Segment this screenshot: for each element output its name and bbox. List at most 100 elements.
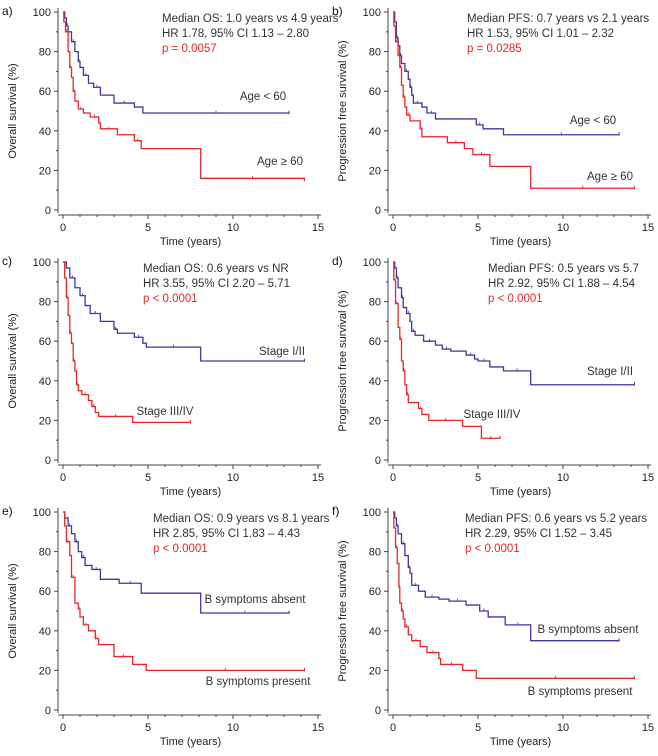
x-tick-label: 10 xyxy=(227,722,239,734)
x-tick-label: 15 xyxy=(642,472,654,484)
y-tick-label: 0 xyxy=(45,455,51,467)
y-tick-label: 60 xyxy=(39,86,51,98)
y-tick-label: 100 xyxy=(363,7,381,19)
y-tick-label: 80 xyxy=(39,547,51,559)
x-tick-label: 5 xyxy=(145,222,151,234)
y-tick-label: 60 xyxy=(369,86,381,98)
y-axis-title: Overall survival (%) xyxy=(7,563,19,658)
x-tick-label: 5 xyxy=(475,722,481,734)
survival-curve-red xyxy=(393,261,501,439)
km-chart: f) 0 20 40 60 80 100 0 5 10 15 Time (years) Progress… xyxy=(332,504,654,748)
series-label: Age < 60 xyxy=(240,91,286,103)
x-axis-title: Time (years) xyxy=(160,236,221,248)
y-tick-label: 40 xyxy=(39,376,51,388)
x-tick-label: 10 xyxy=(227,472,239,484)
y-tick-label: 0 xyxy=(375,205,381,217)
median-text: Median PFS: 0.5 years vs 5.7 xyxy=(488,263,639,275)
series-label: B symptoms present xyxy=(528,686,634,698)
x-axis-title: Time (years) xyxy=(490,736,551,748)
y-tick-label: 80 xyxy=(39,297,51,309)
x-tick-label: 15 xyxy=(312,222,324,234)
series-label: Stage III/IV xyxy=(137,406,194,418)
series-label: Stage I/II xyxy=(259,346,305,358)
km-panel-6: f) 0 20 40 60 80 100 0 5 10 15 Time (years) Progress… xyxy=(330,500,658,752)
x-tick-label: 15 xyxy=(642,722,654,734)
survival-curve-blue xyxy=(393,511,620,642)
series-label: B symptoms absent xyxy=(205,594,307,606)
y-tick-label: 100 xyxy=(33,257,51,269)
y-tick-label: 60 xyxy=(39,586,51,598)
y-tick-label: 0 xyxy=(45,205,51,217)
x-tick-label: 10 xyxy=(557,222,569,234)
series-label: B symptoms present xyxy=(206,676,312,688)
km-chart: b) 0 20 40 60 80 100 0 5 10 15 Time (years) Progress… xyxy=(332,4,654,248)
x-tick-label: 5 xyxy=(145,722,151,734)
x-tick-label: 10 xyxy=(227,222,239,234)
p-value: p < 0.0001 xyxy=(465,543,520,555)
hazard-ratio-text: HR 2.85, 95% CI 1.83 – 4.43 xyxy=(153,528,300,540)
km-panel-5: e) 0 20 40 60 80 100 0 5 10 15 Time (years) Overall … xyxy=(0,500,330,752)
p-value: p < 0.0001 xyxy=(143,293,198,305)
km-panel-2: b) 0 20 40 60 80 100 0 5 10 15 Time (years) Progress… xyxy=(330,0,658,252)
y-tick-label: 0 xyxy=(375,455,381,467)
y-tick-label: 40 xyxy=(369,626,381,638)
y-tick-label: 80 xyxy=(369,547,381,559)
x-tick-label: 0 xyxy=(390,472,396,484)
survival-curve-red xyxy=(63,511,305,672)
y-tick-label: 0 xyxy=(45,705,51,717)
x-axis-title: Time (years) xyxy=(160,486,221,498)
y-tick-label: 20 xyxy=(369,665,381,677)
y-axis-title: Overall survival (%) xyxy=(7,313,19,408)
y-tick-label: 20 xyxy=(369,415,381,427)
x-axis-title: Time (years) xyxy=(160,736,221,748)
y-tick-label: 80 xyxy=(369,297,381,309)
x-tick-label: 15 xyxy=(312,472,324,484)
hazard-ratio-text: HR 2.92, 95% CI 1.88 – 4.54 xyxy=(488,278,636,290)
y-tick-label: 40 xyxy=(39,626,51,638)
km-panel-4: d) 0 20 40 60 80 100 0 5 10 15 Time (years) Progress… xyxy=(330,250,658,502)
y-tick-label: 60 xyxy=(369,586,381,598)
y-tick-label: 40 xyxy=(369,126,381,138)
x-tick-label: 0 xyxy=(60,222,66,234)
y-tick-label: 100 xyxy=(33,507,51,519)
series-label: Age ≥ 60 xyxy=(257,156,303,168)
median-text: Median PFS: 0.6 years vs 5.2 years xyxy=(465,513,647,525)
panel-letter: e) xyxy=(2,504,13,518)
panel-letter: a) xyxy=(2,4,13,18)
y-tick-label: 40 xyxy=(39,126,51,138)
x-tick-label: 0 xyxy=(390,722,396,734)
y-axis-title: Overall survival (%) xyxy=(7,63,19,158)
survival-curve-blue xyxy=(63,11,290,114)
y-tick-label: 20 xyxy=(39,665,51,677)
p-value: p = 0.0057 xyxy=(162,43,217,55)
y-tick-label: 80 xyxy=(369,47,381,59)
x-tick-label: 5 xyxy=(145,472,151,484)
y-axis-title: Progression free survival (%) xyxy=(337,290,349,431)
x-tick-label: 5 xyxy=(475,472,481,484)
p-value: p < 0.0001 xyxy=(153,543,208,555)
y-tick-label: 100 xyxy=(33,7,51,19)
y-tick-label: 60 xyxy=(39,336,51,348)
x-tick-label: 0 xyxy=(60,472,66,484)
y-axis-title: Progression free survival (%) xyxy=(337,540,349,681)
y-tick-label: 100 xyxy=(363,507,381,519)
km-chart: a) 0 20 40 60 80 100 0 5 10 15 Time (years) Overall … xyxy=(2,4,339,248)
median-text: Median OS: 0.9 years vs 8.1 years xyxy=(153,513,330,525)
y-tick-label: 20 xyxy=(39,165,51,177)
km-panel-3: c) 0 20 40 60 80 100 0 5 10 15 Time (years) Overall … xyxy=(0,250,330,502)
y-tick-label: 20 xyxy=(369,165,381,177)
y-tick-label: 100 xyxy=(363,257,381,269)
y-tick-label: 60 xyxy=(369,336,381,348)
x-tick-label: 5 xyxy=(475,222,481,234)
panel-letter: f) xyxy=(332,504,339,518)
km-chart: d) 0 20 40 60 80 100 0 5 10 15 Time (years) Progress… xyxy=(332,254,654,498)
median-text: Median OS: 1.0 years vs 4.9 years xyxy=(162,13,339,25)
x-tick-label: 0 xyxy=(60,722,66,734)
series-label: Age ≥ 60 xyxy=(587,171,633,183)
y-tick-label: 20 xyxy=(39,415,51,427)
hazard-ratio-text: HR 2.29, 95% CI 1.52 – 3.45 xyxy=(465,528,612,540)
p-value: p = 0.0285 xyxy=(467,43,522,55)
x-tick-label: 0 xyxy=(390,222,396,234)
x-tick-label: 15 xyxy=(312,722,324,734)
survival-curve-red xyxy=(63,261,191,424)
